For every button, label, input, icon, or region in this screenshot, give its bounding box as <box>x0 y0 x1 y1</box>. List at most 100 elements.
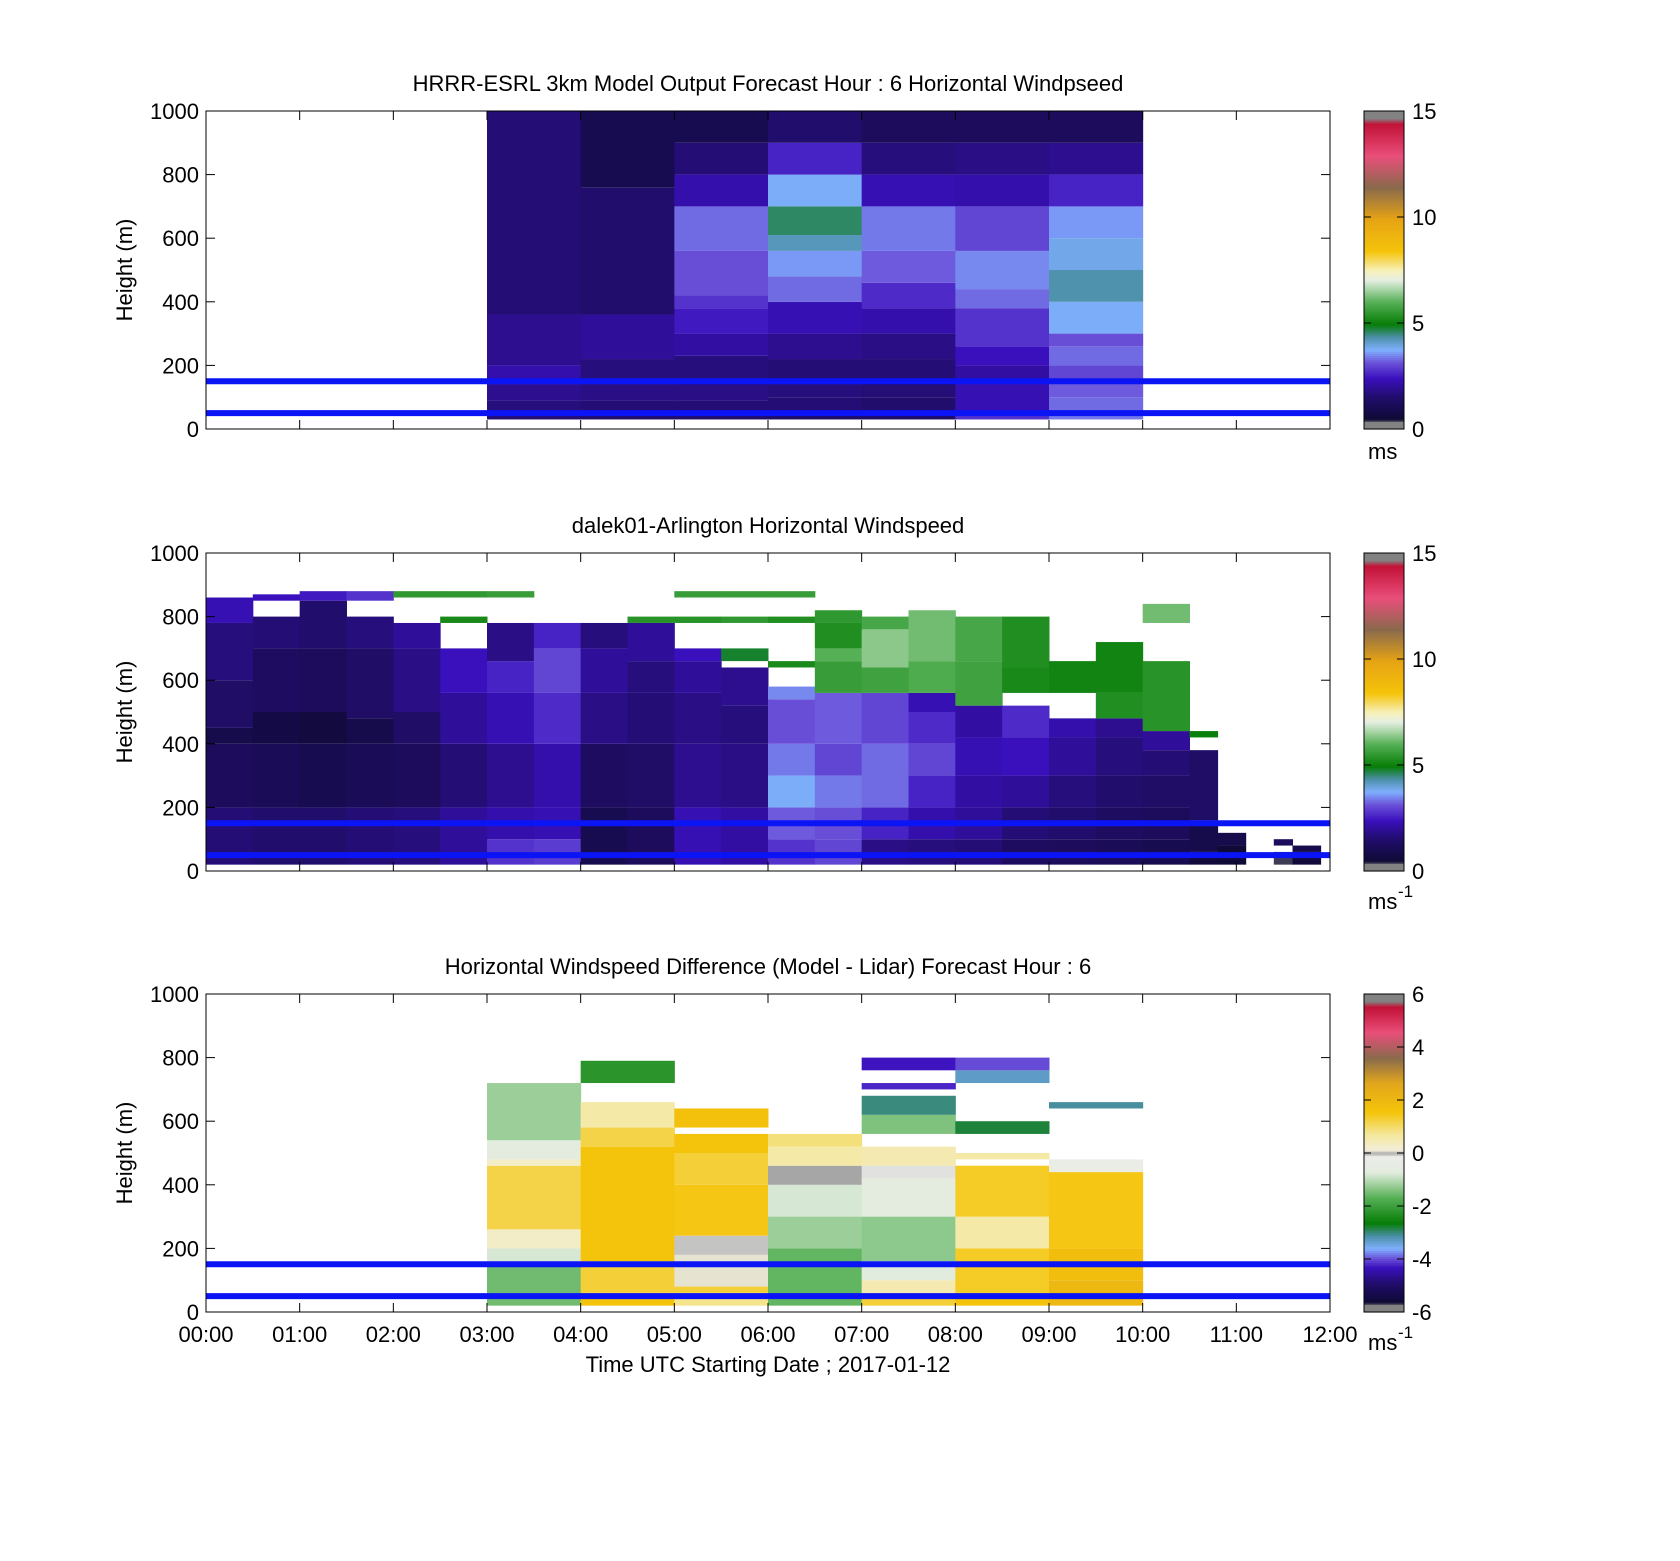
colorbar-segment <box>1364 1121 1404 1124</box>
colorbar-segment <box>1364 365 1404 368</box>
colorbar-segment <box>1364 713 1404 717</box>
heatmap-cell <box>580 743 628 808</box>
heatmap-cell <box>487 1159 582 1166</box>
x-tick-label: 09:00 <box>1021 1322 1076 1347</box>
colorbar-segment <box>1364 1123 1404 1126</box>
colorbar-segment <box>1364 1067 1404 1071</box>
colorbar-segment <box>1364 283 1404 287</box>
heatmap-cell <box>908 839 956 865</box>
heatmap-cell <box>768 397 863 414</box>
heatmap-cell <box>1002 616 1050 668</box>
heatmap-cell <box>580 187 675 315</box>
colorbar-segment <box>1364 1270 1404 1273</box>
heatmap-cell <box>299 600 347 649</box>
heatmap-cell <box>580 648 628 693</box>
heatmap-cell <box>861 839 909 865</box>
heatmap-cell <box>955 346 1050 366</box>
colorbar-segment <box>1364 640 1404 644</box>
heatmap-cell <box>1095 718 1144 738</box>
colorbar-segment <box>1364 1093 1404 1096</box>
heatmap-cell <box>861 381 956 398</box>
colorbar-segment <box>1364 767 1404 771</box>
heatmap-cell <box>955 1121 1050 1134</box>
colorbar-segment <box>1364 668 1404 671</box>
colorbar-segment <box>1364 811 1404 814</box>
colorbar-segment <box>1364 624 1404 628</box>
heatmap-cell <box>1049 1172 1144 1249</box>
heatmap-cell <box>206 622 254 681</box>
colorbar-segment <box>1364 1005 1404 1009</box>
heatmap-cell <box>487 1083 582 1141</box>
heatmap-cell <box>814 661 863 693</box>
colorbar-segment <box>1364 112 1404 116</box>
heatmap-cell <box>861 250 956 283</box>
heatmap-cell <box>861 1165 956 1179</box>
heatmap-cell <box>1142 731 1190 751</box>
colorbar-segment <box>1364 176 1404 180</box>
colorbar-segment <box>1364 421 1404 424</box>
colorbar-segment <box>1364 1216 1404 1220</box>
colorbar-tick-label: 6 <box>1412 982 1424 1007</box>
heatmap-cell <box>1049 775 1097 808</box>
heatmap-cell <box>487 839 535 865</box>
heatmap-cell <box>768 1184 863 1217</box>
colorbar-segment <box>1364 719 1404 723</box>
colorbar-segment <box>1364 1061 1404 1065</box>
heatmap-cell <box>440 616 488 623</box>
colorbar-segment <box>1364 132 1404 136</box>
colorbar-segment <box>1364 815 1404 818</box>
colorbar-segment <box>1364 755 1404 759</box>
heatmap-cell <box>814 775 863 808</box>
colorbar-segment <box>1364 1236 1404 1240</box>
colorbar-segment <box>1364 1160 1404 1164</box>
colorbar-segment <box>1364 680 1404 683</box>
heatmap-cell <box>252 616 301 649</box>
colorbar-segment <box>1364 1224 1404 1228</box>
heatmap-cell <box>346 743 394 808</box>
heatmap-cell <box>674 1254 769 1287</box>
heatmap-cell <box>252 648 301 712</box>
colorbar-segment <box>1364 674 1404 677</box>
colorbar-segment <box>1364 614 1404 618</box>
colorbar-segment <box>1364 385 1404 388</box>
heatmap-cell <box>814 692 863 744</box>
colorbar-segment <box>1364 114 1404 118</box>
colorbar-segment <box>1364 238 1404 241</box>
heatmap-cell <box>1095 839 1144 865</box>
heatmap-cell <box>533 648 582 693</box>
colorbar-segment <box>1364 407 1404 410</box>
heatmap-cell <box>814 839 863 865</box>
colorbar-segment <box>1364 1280 1404 1283</box>
heatmap-cell <box>674 111 769 143</box>
colorbar-segment <box>1364 1075 1404 1079</box>
colorbar-segment <box>1364 566 1404 570</box>
colorbar-tick-label: 15 <box>1412 541 1436 566</box>
colorbar-segment <box>1364 1168 1404 1172</box>
x-tick-label: 03:00 <box>459 1322 514 1347</box>
heatmap-cell <box>580 384 675 401</box>
colorbar-unit-superscript: -1 <box>1398 1323 1413 1342</box>
colorbar-segment <box>1364 686 1404 689</box>
colorbar-segment <box>1364 198 1404 202</box>
colorbar-segment <box>1364 285 1404 289</box>
heatmap-cell <box>674 308 769 334</box>
heatmap-cell <box>674 692 722 744</box>
colorbar-segment <box>1364 706 1404 709</box>
heatmap-cell <box>955 839 1003 865</box>
colorbar-segment <box>1364 1162 1404 1166</box>
colorbar-segment <box>1364 861 1404 864</box>
colorbar-segment <box>1364 1204 1404 1208</box>
colorbar-segment <box>1364 658 1404 661</box>
colorbar-segment <box>1364 735 1404 739</box>
colorbar-segment <box>1364 1143 1404 1146</box>
colorbar-segment <box>1364 749 1404 753</box>
colorbar-segment <box>1364 1009 1404 1013</box>
colorbar-segment <box>1364 140 1404 144</box>
y-tick-label: 600 <box>162 1109 199 1134</box>
heatmap-cell <box>955 1153 1050 1160</box>
colorbar-segment <box>1364 827 1404 830</box>
heatmap-cell <box>768 235 863 251</box>
colorbar-segment <box>1364 287 1404 291</box>
colorbar-unit: ms <box>1368 1330 1397 1355</box>
colorbar-segment <box>1364 1017 1404 1021</box>
